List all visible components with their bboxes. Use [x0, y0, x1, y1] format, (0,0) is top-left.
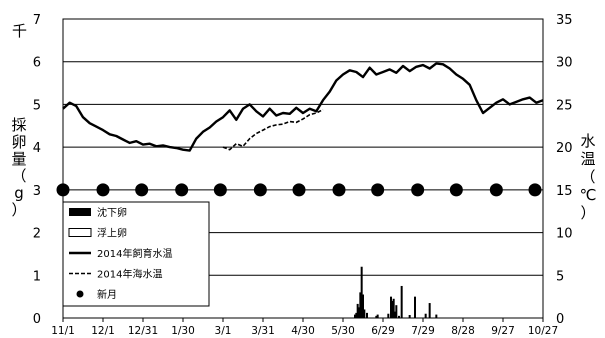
egg-bar [391, 300, 394, 318]
egg-bar [354, 314, 356, 318]
left-tick-label: 4 [33, 141, 41, 156]
legend-label: 沈下卵 [97, 206, 127, 219]
new-moon-dot [411, 183, 425, 197]
right-axis-title-char: （ [580, 168, 595, 186]
egg-bar [360, 266, 363, 318]
x-tick-label: 11/1 [51, 325, 75, 337]
egg-bar [356, 303, 359, 318]
egg-bar [362, 294, 364, 318]
left-axis-title-char: g [14, 184, 24, 202]
new-moon-dot [489, 183, 503, 197]
egg-bar [387, 313, 390, 318]
left-tick-label: 1 [33, 269, 41, 284]
egg-bar [355, 312, 358, 318]
egg-bar [394, 311, 396, 318]
egg-bars [354, 266, 438, 318]
x-axis-ticks: 11/1 12/1 12/31 1/30 3/1 3/31 4/30 5/30 6/29 7/29… [51, 318, 558, 337]
x-tick-label: 3/31 [251, 325, 275, 337]
right-tick-label: 5 [556, 269, 564, 284]
right-axis-title-char: ℃ [580, 186, 597, 204]
left-axis-title: 採卵量（g） [11, 116, 26, 219]
new-moon-dot [253, 183, 267, 197]
egg-bar [390, 296, 392, 318]
legend-swatch [69, 208, 91, 216]
egg-bar [428, 303, 431, 318]
right-tick-label: 35 [556, 13, 573, 28]
new-moon-dot [528, 183, 542, 197]
egg-bar [375, 315, 378, 318]
x-tick-label: 4/30 [291, 325, 315, 337]
left-tick-label: 0 [33, 312, 41, 327]
left-tick-label: 7 [33, 13, 41, 28]
x-tick-label: 1/30 [171, 325, 195, 337]
right-tick-label: 15 [556, 184, 573, 199]
right-tick-label: 10 [556, 227, 573, 242]
x-tick-label: 3/1 [215, 325, 232, 337]
left-tick-label: 6 [33, 56, 41, 71]
legend-label: 2014年飼育水温 [97, 247, 172, 260]
left-axis-title-char: 採 [11, 116, 26, 134]
new-moon-dot [332, 183, 346, 197]
legend-swatch [76, 290, 84, 298]
legend-swatch [68, 228, 92, 237]
egg-bar [424, 313, 427, 318]
egg-bar [395, 305, 398, 318]
egg-bar [414, 296, 416, 318]
right-axis-title-char: 温 [580, 150, 595, 168]
sea-temp-line [222, 108, 324, 151]
x-tick-label: 6/29 [371, 325, 395, 337]
left-tick-label: 3 [33, 184, 41, 199]
rearing-temp-line [62, 62, 544, 152]
left-axis-title-char: （ [11, 167, 26, 185]
right-tick-label: 0 [556, 312, 564, 327]
left-axis-title-char: ） [11, 201, 26, 219]
new-moon-dot [135, 183, 149, 197]
egg-bar [392, 298, 395, 318]
new-moon-dot [449, 183, 463, 197]
egg-bar [400, 285, 403, 318]
egg-bar [366, 312, 368, 318]
right-tick-label: 25 [556, 98, 573, 113]
x-tick-label: 12/31 [128, 325, 158, 337]
egg-bar [408, 315, 411, 318]
x-tick-label: 8/28 [451, 325, 475, 337]
left-unit-label: 千 [12, 22, 27, 40]
egg-bar [358, 307, 360, 318]
right-axis-ticks: 0 5 10 15 20 25 30 35 [556, 13, 573, 327]
left-axis-title-char: 卵 [11, 133, 26, 151]
new-moon-dot [213, 183, 227, 197]
new-moon-dot [371, 183, 385, 197]
x-tick-label: 9/27 [491, 325, 515, 337]
right-axis-title-char: ） [580, 204, 595, 222]
legend-label: 新月 [97, 288, 117, 301]
x-tick-label: 10/27 [528, 325, 558, 337]
new-moon-dots [56, 183, 542, 197]
egg-bar [435, 314, 438, 318]
new-moon-dot [96, 183, 110, 197]
egg-bar [363, 309, 366, 318]
new-moon-dot [292, 183, 306, 197]
right-tick-label: 30 [556, 56, 573, 71]
left-axis-ticks: 0 1 2 3 4 5 6 7 [33, 13, 41, 327]
legend-label: 浮上卵 [97, 228, 127, 240]
right-axis-title-char: 水 [580, 132, 595, 150]
egg-bar [398, 315, 400, 318]
egg-bar [359, 292, 362, 318]
new-moon-dot [175, 183, 189, 197]
temperature-lines [62, 62, 544, 152]
x-tick-label: 12/1 [91, 325, 115, 337]
left-tick-label: 2 [33, 227, 41, 242]
left-tick-label: 5 [33, 98, 41, 113]
right-tick-label: 20 [556, 141, 573, 156]
right-axis-title: 水温（℃） [580, 132, 597, 222]
x-tick-label: 5/30 [331, 325, 355, 337]
x-tick-label: 7/29 [411, 325, 435, 337]
egg-bar [376, 314, 379, 318]
legend-label: 2014年海水温 [97, 268, 162, 281]
left-axis-title-char: 量 [11, 150, 26, 168]
